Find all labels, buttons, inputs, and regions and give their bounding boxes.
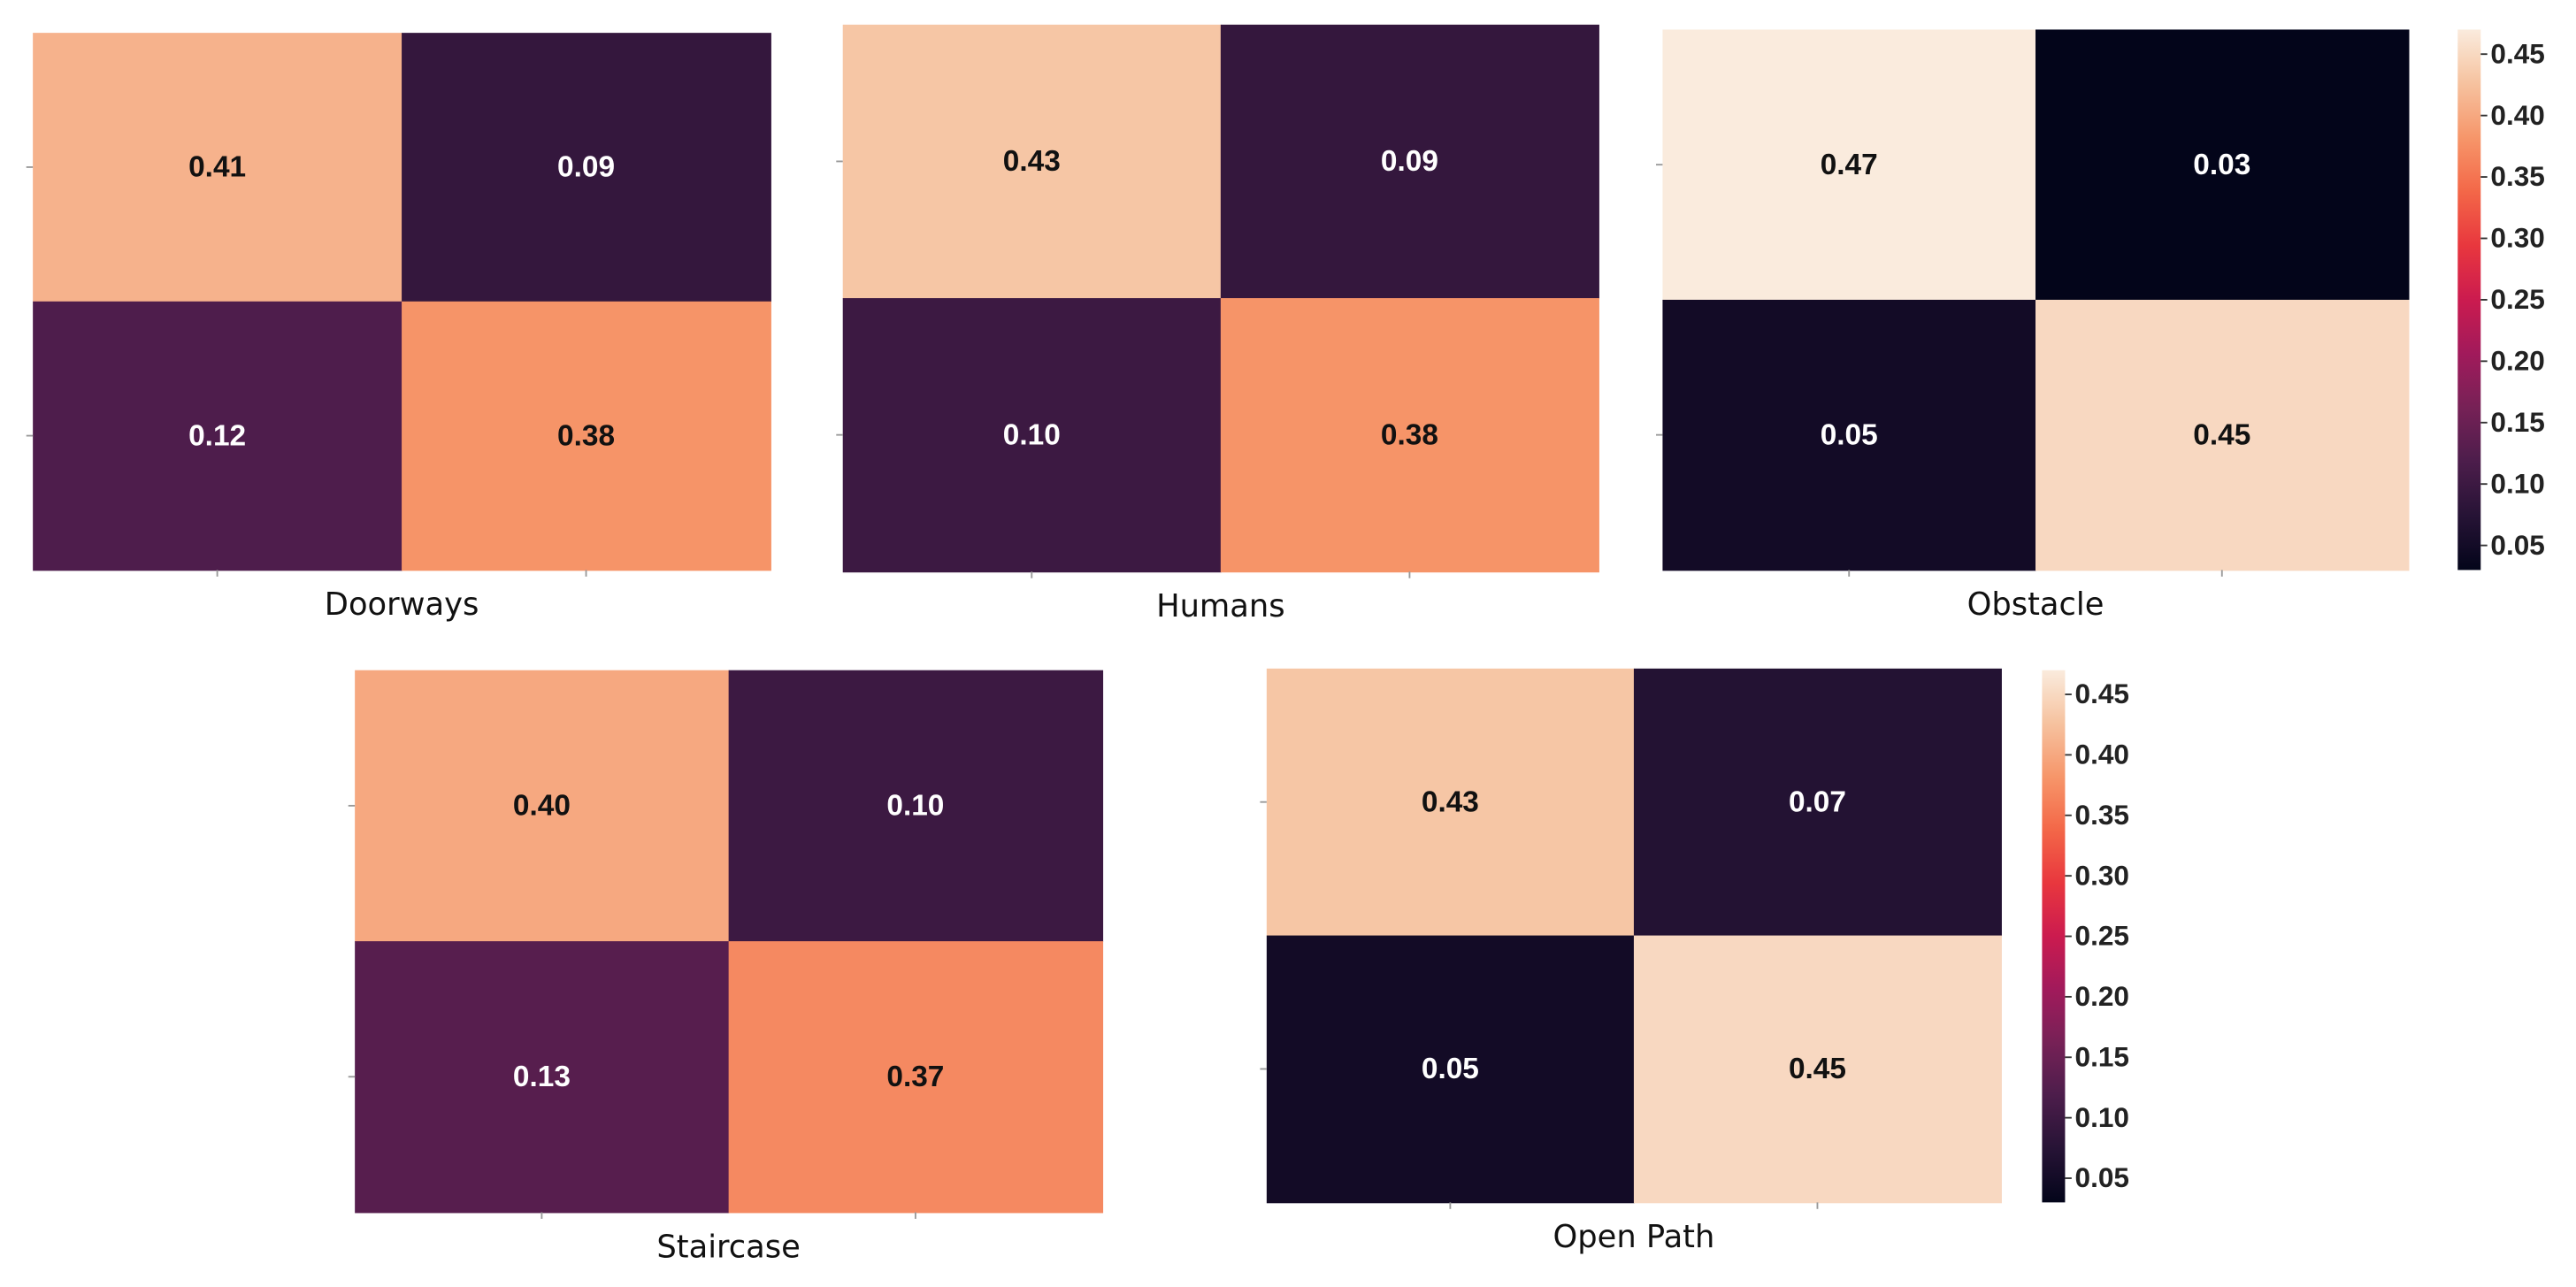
heatmap-cell bbox=[1220, 24, 1599, 299]
heatmap-cell bbox=[1266, 935, 1635, 1204]
heatmap-cell bbox=[355, 941, 730, 1214]
colorbar-tick-label: 0.45 bbox=[2075, 678, 2129, 709]
cell-value-label: 0.41 bbox=[188, 151, 246, 184]
heatmap-cell bbox=[728, 670, 1104, 943]
heatmap-cell bbox=[1220, 298, 1599, 573]
colorbar-tick-label: 0.10 bbox=[2490, 467, 2544, 499]
colorbar-tick-label: 0.25 bbox=[2490, 283, 2544, 315]
cell-value-label: 0.09 bbox=[557, 151, 615, 184]
colorbar-tick-label: 0.30 bbox=[2490, 222, 2544, 254]
cell-value-label: 0.12 bbox=[188, 419, 246, 452]
heatmap-cell bbox=[2036, 299, 2410, 571]
colorbar-tick-label: 0.40 bbox=[2490, 99, 2544, 131]
colorbar-tick-label: 0.10 bbox=[2075, 1101, 2129, 1133]
colorbar-tick-label: 0.45 bbox=[2490, 37, 2544, 69]
heatmap-cell bbox=[2036, 29, 2410, 301]
cell-value-label: 0.13 bbox=[513, 1061, 571, 1093]
colorbar-tick-label: 0.20 bbox=[2075, 980, 2129, 1012]
x-axis-title: Doorways bbox=[325, 586, 479, 623]
cell-value-label: 0.09 bbox=[1381, 145, 1438, 178]
cell-value-label: 0.47 bbox=[1821, 149, 1878, 181]
x-axis-title: Humans bbox=[1156, 588, 1285, 624]
cell-value-label: 0.38 bbox=[1381, 418, 1438, 451]
heatmap-cell bbox=[1662, 29, 2036, 301]
colorbar bbox=[2042, 670, 2066, 1203]
heatmap-cell bbox=[402, 33, 771, 303]
cell-value-label: 0.03 bbox=[2193, 149, 2250, 181]
colorbar-tick-label: 0.25 bbox=[2075, 920, 2129, 952]
x-axis-title: Obstacle bbox=[1967, 586, 2104, 623]
heatmap-cell bbox=[842, 24, 1222, 299]
heatmap-cell bbox=[1633, 935, 2002, 1204]
heatmap-cell bbox=[402, 301, 771, 571]
colorbar-tick-label: 0.35 bbox=[2490, 160, 2544, 192]
colorbar-tick-label: 0.35 bbox=[2075, 799, 2129, 831]
heatmap-cell bbox=[728, 941, 1104, 1214]
cell-value-label: 0.43 bbox=[1422, 785, 1479, 818]
colorbar-tick-label: 0.05 bbox=[2490, 529, 2544, 561]
x-axis-title: Staircase bbox=[656, 1229, 800, 1265]
heatmap-cell bbox=[842, 298, 1222, 573]
heatmap-cell bbox=[1633, 668, 2002, 937]
colorbar-tick-label: 0.30 bbox=[2075, 859, 2129, 891]
cell-value-label: 0.10 bbox=[1003, 418, 1061, 451]
colorbar-tick-label: 0.05 bbox=[2075, 1161, 2129, 1193]
cell-value-label: 0.43 bbox=[1003, 145, 1061, 178]
cell-value-label: 0.05 bbox=[1422, 1053, 1479, 1085]
cell-value-label: 0.45 bbox=[1789, 1053, 1846, 1085]
cell-value-label: 0.45 bbox=[2193, 418, 2250, 451]
cell-value-label: 0.10 bbox=[886, 790, 944, 823]
heatmap-cell bbox=[33, 33, 403, 303]
heatmap-cell bbox=[33, 301, 403, 571]
x-axis-title: Open Path bbox=[1552, 1219, 1714, 1255]
cell-value-label: 0.37 bbox=[886, 1061, 944, 1093]
cell-value-label: 0.07 bbox=[1789, 785, 1846, 818]
colorbar-tick-label: 0.15 bbox=[2075, 1040, 2129, 1072]
colorbar-tick-label: 0.15 bbox=[2490, 406, 2544, 438]
colorbar-tick-label: 0.20 bbox=[2490, 345, 2544, 377]
heatmap-cell bbox=[1662, 299, 2036, 571]
colorbar-tick-label: 0.40 bbox=[2075, 739, 2129, 770]
cell-value-label: 0.38 bbox=[557, 419, 615, 452]
heatmap-cell bbox=[355, 670, 730, 943]
heatmap-cell bbox=[1266, 668, 1635, 937]
colorbar bbox=[2457, 29, 2481, 571]
cell-value-label: 0.05 bbox=[1821, 418, 1878, 451]
cell-value-label: 0.40 bbox=[513, 790, 571, 823]
